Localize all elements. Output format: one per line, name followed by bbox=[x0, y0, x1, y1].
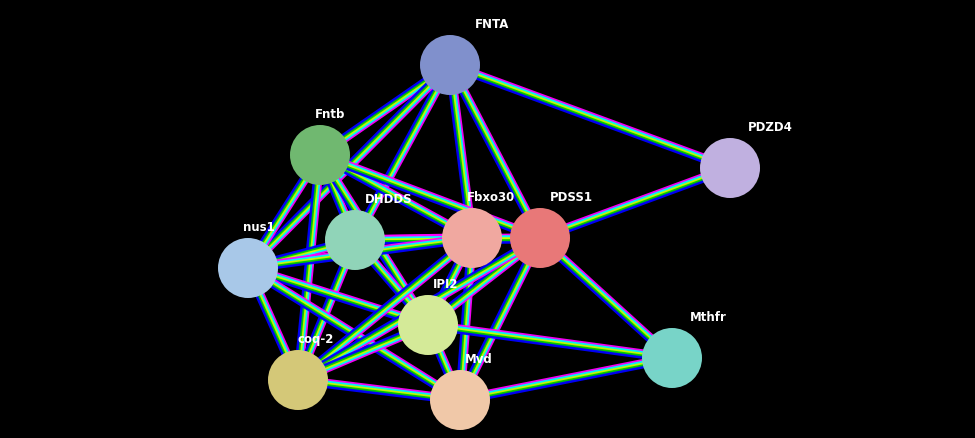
Text: nus1: nus1 bbox=[243, 221, 275, 234]
Circle shape bbox=[290, 125, 350, 185]
Circle shape bbox=[268, 350, 328, 410]
Text: Fntb: Fntb bbox=[315, 108, 345, 121]
Circle shape bbox=[642, 328, 702, 388]
Text: Fbxo30: Fbxo30 bbox=[467, 191, 515, 204]
Text: PDZD4: PDZD4 bbox=[748, 121, 793, 134]
Circle shape bbox=[442, 208, 502, 268]
Text: coq-2: coq-2 bbox=[298, 333, 334, 346]
Text: Mvd: Mvd bbox=[465, 353, 492, 366]
Circle shape bbox=[325, 210, 385, 270]
Circle shape bbox=[398, 295, 458, 355]
Text: FNTA: FNTA bbox=[475, 18, 509, 31]
Text: DHDDS: DHDDS bbox=[365, 193, 412, 206]
Circle shape bbox=[430, 370, 490, 430]
Circle shape bbox=[218, 238, 278, 298]
Circle shape bbox=[510, 208, 570, 268]
Circle shape bbox=[700, 138, 760, 198]
Circle shape bbox=[420, 35, 480, 95]
Text: PDSS1: PDSS1 bbox=[550, 191, 593, 204]
Text: IPI2: IPI2 bbox=[433, 278, 458, 291]
Text: Mthfr: Mthfr bbox=[690, 311, 727, 324]
